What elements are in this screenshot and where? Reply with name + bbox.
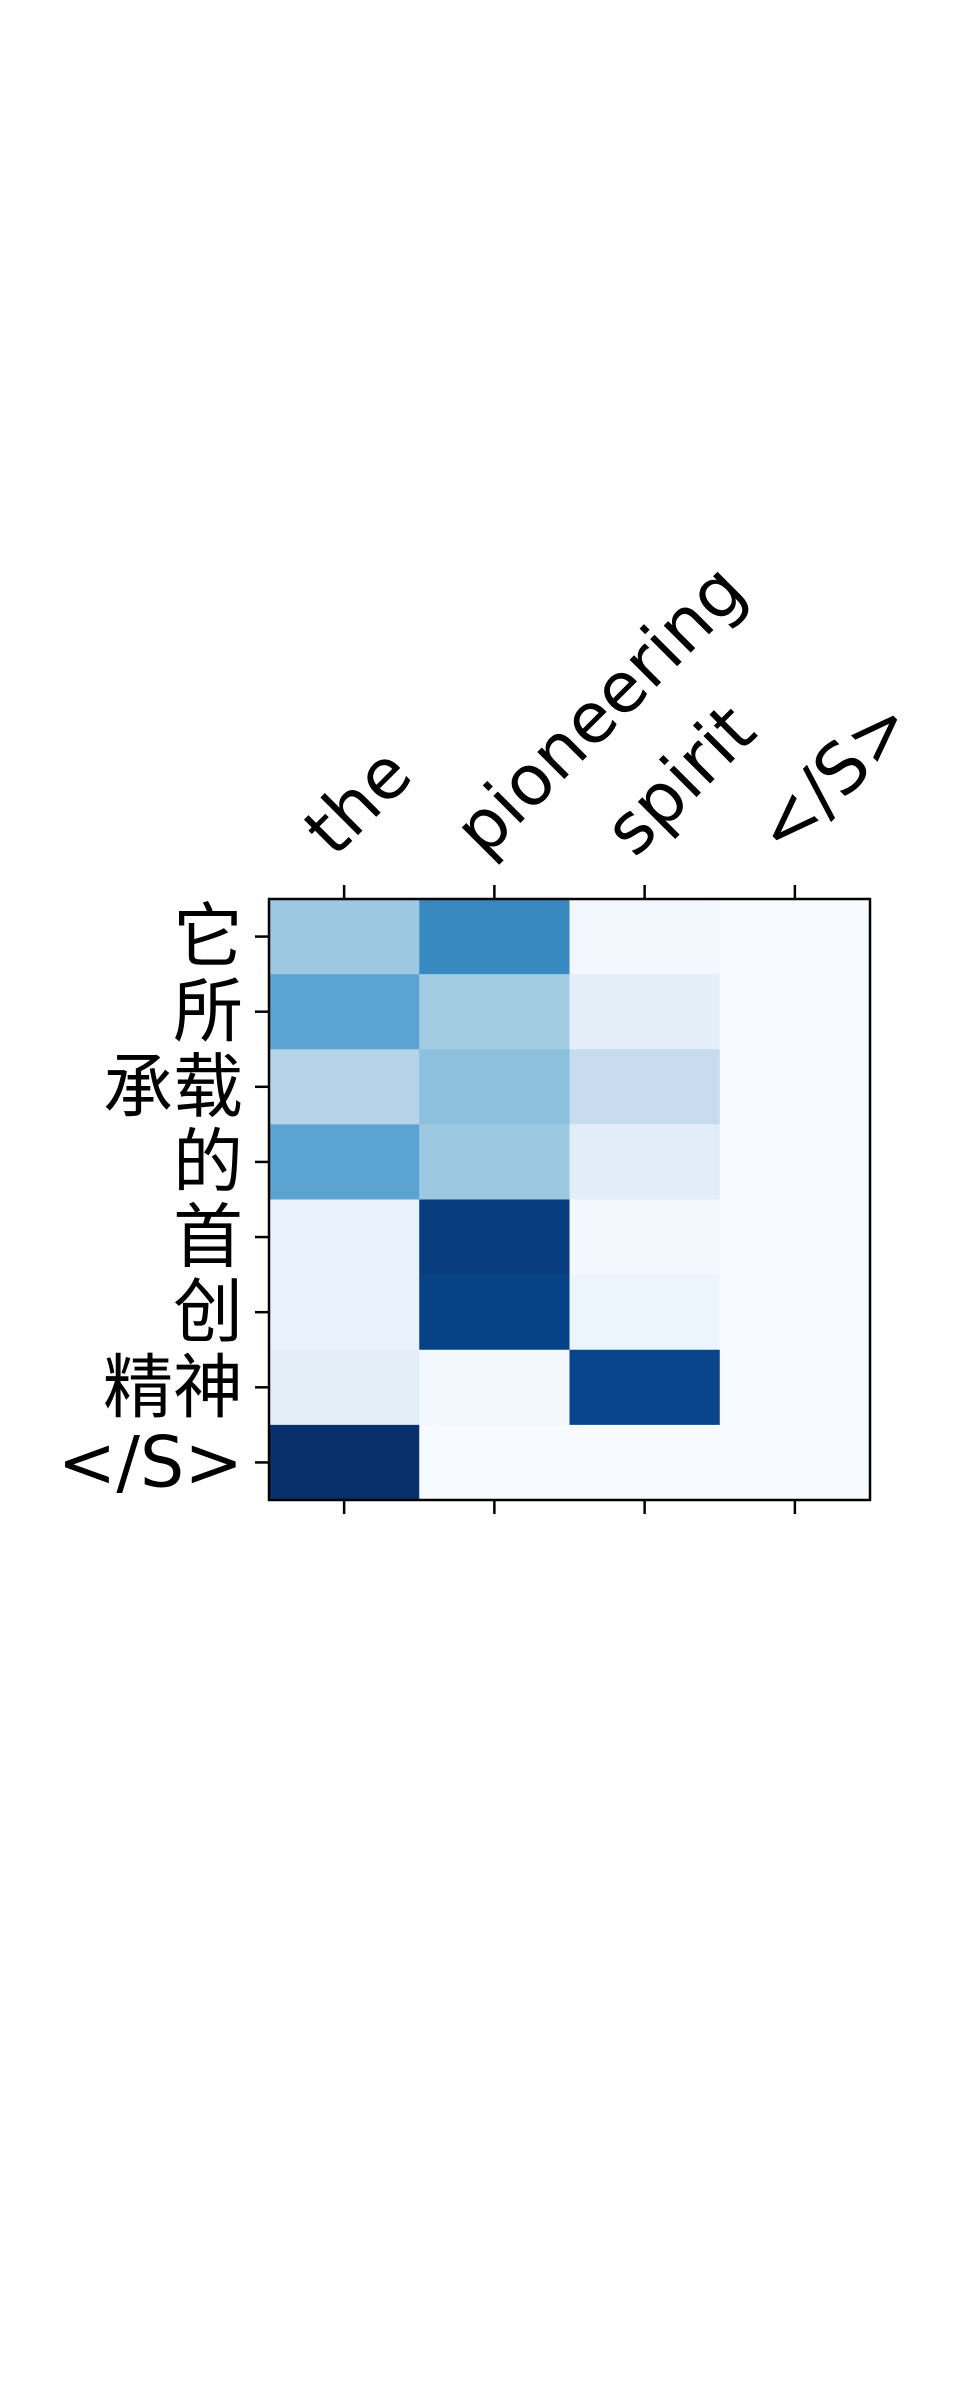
heatmap-cell	[269, 899, 420, 975]
heatmap-ticks	[255, 885, 797, 1514]
heatmap-cell	[719, 1274, 871, 1351]
heatmap-cell	[569, 1199, 721, 1276]
heatmap-cell	[419, 1274, 570, 1351]
heatmap-cell	[719, 1049, 871, 1125]
heatmap-cell	[269, 1124, 420, 1200]
heatmap-cell	[569, 1124, 721, 1200]
y-tick-label: 承载	[103, 1046, 243, 1128]
x-tick-label: the	[288, 732, 427, 871]
heatmap-cell	[419, 899, 570, 975]
heatmap-cell	[719, 1199, 871, 1276]
y-tick-label: 精神	[103, 1346, 243, 1428]
heatmap-cell	[419, 1424, 570, 1501]
y-tick-label: 的	[173, 1121, 243, 1203]
heatmap-cell	[419, 1124, 570, 1200]
heatmap-cell	[719, 899, 871, 975]
heatmap-cell	[719, 1349, 871, 1426]
heatmap-cell	[419, 1349, 570, 1426]
plot-frame	[267, 897, 872, 1502]
heatmap-cell	[569, 1349, 721, 1426]
heatmap-cell	[419, 1049, 570, 1125]
heatmap-cell	[419, 974, 570, 1050]
heatmap-cell	[719, 974, 871, 1050]
y-tick-label: 它	[173, 896, 243, 978]
heatmap-cell	[719, 1424, 871, 1501]
heatmap-cell	[269, 1199, 420, 1276]
heatmap-cell	[569, 974, 721, 1050]
x-tick-label: </S>	[739, 682, 928, 871]
heatmap-cell	[569, 1424, 721, 1501]
heatmap-cells	[269, 899, 871, 1501]
heatmap-cell	[269, 974, 420, 1050]
y-tick-label: 所	[173, 971, 243, 1053]
heatmap-cell	[569, 1274, 721, 1351]
y-tick-label: </S>	[58, 1421, 243, 1503]
heatmap-cell	[269, 1274, 420, 1351]
heatmap-cell	[269, 1349, 420, 1426]
heatmap-cell	[569, 1049, 721, 1125]
y-tick-label: 创	[173, 1271, 243, 1353]
heatmap-cell	[269, 1049, 420, 1125]
heatmap-cell	[419, 1199, 570, 1276]
y-tick-label: 首	[173, 1196, 243, 1278]
heatmap-cell	[719, 1124, 871, 1200]
heatmap-cell	[569, 899, 721, 975]
heatmap-cell	[269, 1424, 420, 1501]
